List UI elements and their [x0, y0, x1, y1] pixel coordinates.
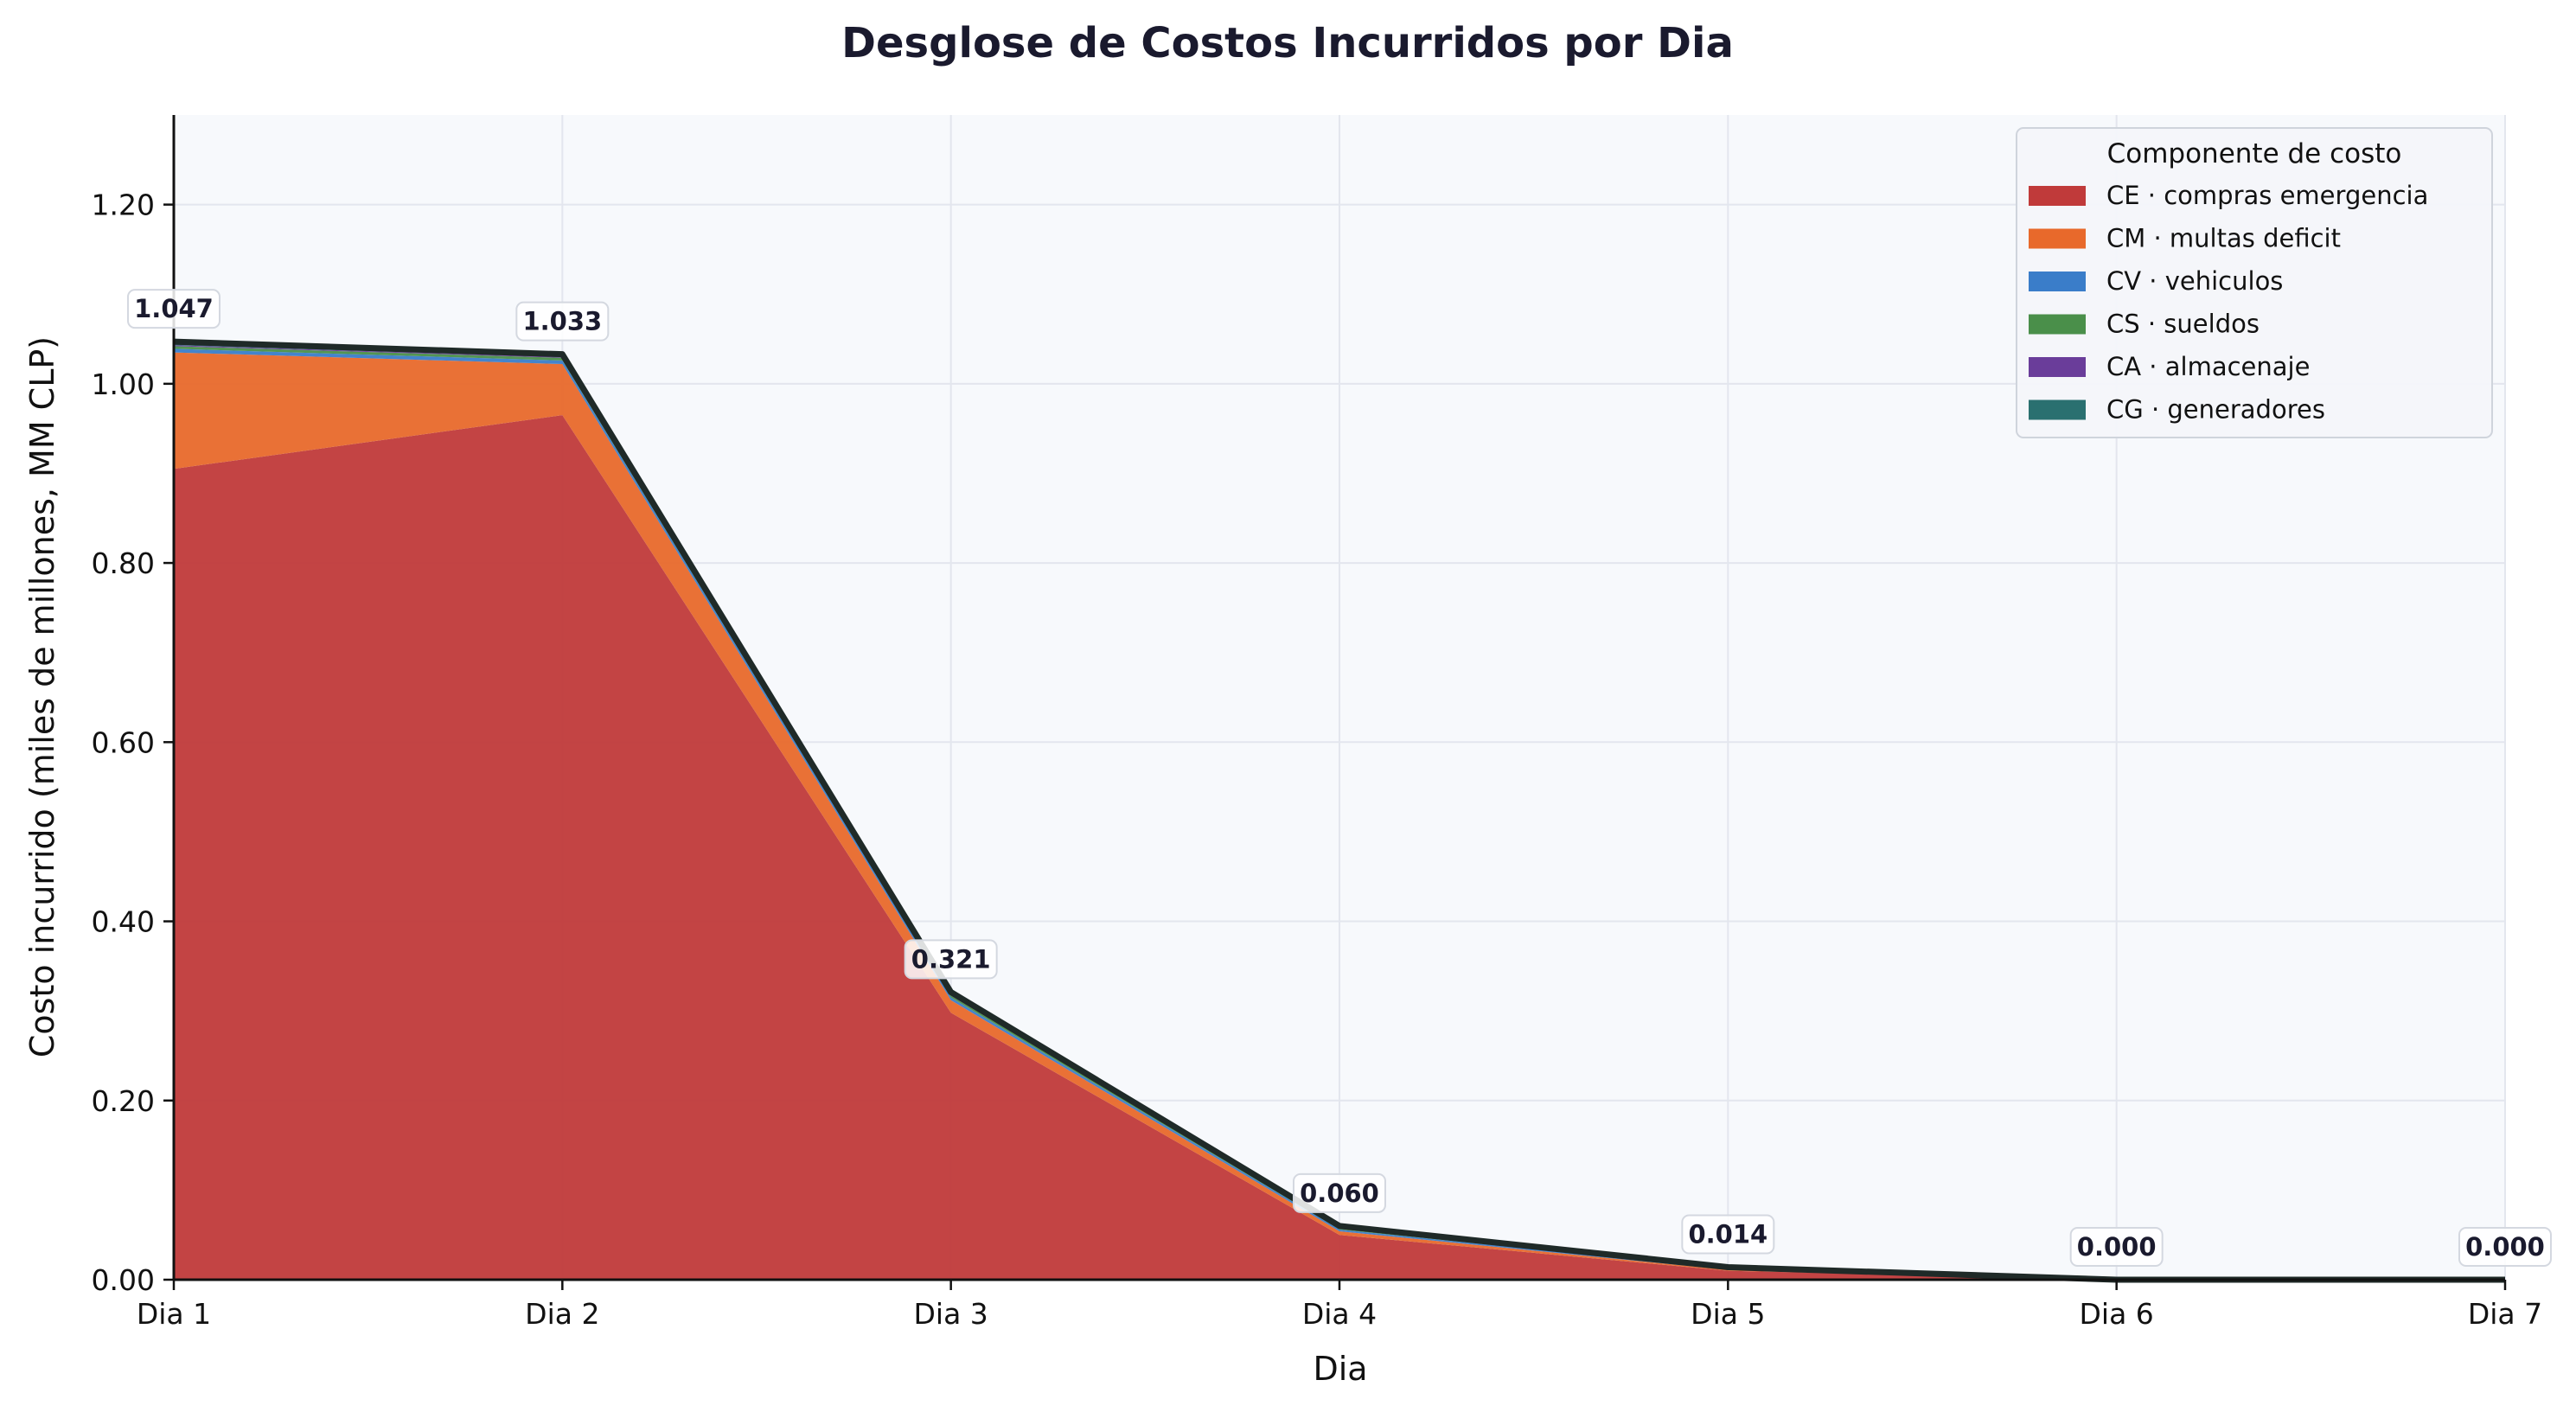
- total-label-4: 0.014: [1688, 1219, 1767, 1249]
- x-tick-label-3: Dia 4: [1302, 1297, 1377, 1331]
- total-label-box-6: [2458, 1227, 2552, 1267]
- total-label-3: 0.060: [1300, 1179, 1379, 1208]
- chart-title: Desglose de Costos Incurridos por Dia: [841, 19, 1734, 67]
- total-labels: 1.047 1.033 0.321 0.060 0.014 0.000 0.000: [127, 289, 2552, 1267]
- legend-swatch-5: [2029, 399, 2086, 420]
- total-label-0: 1.047: [134, 294, 214, 323]
- total-label-box-0: [127, 289, 221, 329]
- total-label-box-5: [2069, 1227, 2164, 1267]
- total-label-box-3: [1293, 1172, 1386, 1213]
- legend: Componente de costo CE · compras emergenc…: [2016, 127, 2493, 438]
- y-axis-label: Costo incurrido (miles de millones, MM C…: [23, 336, 61, 1057]
- area-layer: [174, 342, 2505, 1281]
- legend-swatch-2: [2029, 272, 2086, 291]
- x-tick-label-1: Dia 2: [525, 1297, 599, 1331]
- x-axis-label: Dia: [1313, 1350, 1367, 1388]
- y-tick-label-4: 0.80: [92, 546, 155, 580]
- y-tick-label-0: 0.00: [92, 1263, 155, 1297]
- x-tick-label-4: Dia 5: [1691, 1297, 1765, 1331]
- total-label-6: 0.000: [2465, 1232, 2545, 1262]
- legend-item-3: CS · sueldos: [2106, 310, 2260, 339]
- total-label-1: 1.033: [522, 307, 602, 336]
- legend-swatch-4: [2029, 357, 2086, 377]
- legend-box: [2016, 127, 2493, 438]
- total-label-2: 0.321: [911, 944, 991, 974]
- x-tick-label-0: Dia 1: [137, 1297, 211, 1331]
- y-tick-label-5: 1.00: [92, 367, 155, 401]
- total-label-box-2: [904, 939, 998, 980]
- legend-swatch-1: [2029, 228, 2086, 249]
- legend-title: Componente de costo: [2107, 138, 2402, 169]
- total-label-box-1: [515, 301, 610, 342]
- legend-item-2: CV · vehiculos: [2106, 266, 2283, 296]
- y-tick-label-1: 0.20: [92, 1084, 155, 1118]
- y-tick-label-2: 0.40: [92, 905, 155, 939]
- legend-swatch-0: [2029, 186, 2086, 206]
- y-tick-label-6: 1.20: [92, 188, 155, 222]
- legend-item-5: CG · generadores: [2106, 395, 2325, 425]
- x-tick-label-2: Dia 3: [914, 1297, 988, 1331]
- total-label-box-4: [1681, 1214, 1775, 1255]
- y-tick-label-3: 0.60: [92, 725, 155, 759]
- x-tick-label-5: Dia 6: [2080, 1297, 2154, 1331]
- legend-item-0: CE · compras emergencia: [2106, 181, 2428, 210]
- legend-swatch-3: [2029, 314, 2086, 335]
- x-tick-label-6: Dia 7: [2468, 1297, 2542, 1331]
- legend-item-4: CA · almacenaje: [2106, 352, 2310, 381]
- total-label-5: 0.000: [2077, 1232, 2157, 1262]
- legend-item-1: CM · multas deficit: [2106, 224, 2341, 253]
- axes: 0.00 0.20 0.40 0.60 0.80 1.00 1.20 Dia 1 Dia 2 Di…: [92, 115, 2542, 1331]
- area-series-0: [174, 415, 2505, 1280]
